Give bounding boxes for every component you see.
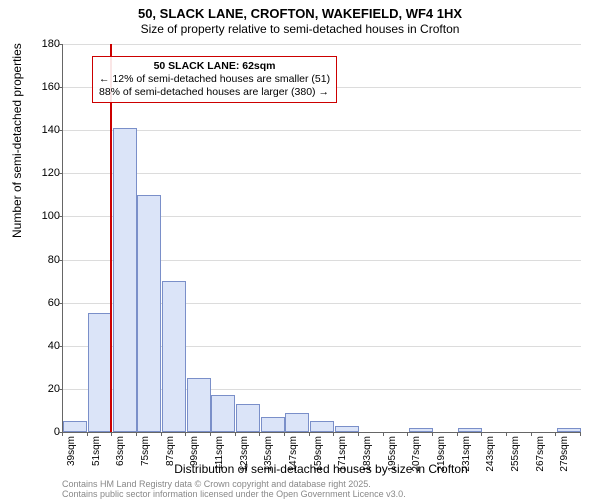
y-tick-mark [58,346,62,347]
x-tick-mark [432,432,433,436]
footer-text: Contains HM Land Registry data © Crown c… [62,480,406,500]
gridline [63,44,581,45]
x-tick-mark [111,432,112,436]
x-tick-label: 183sqm [362,436,373,476]
x-tick-label: 75sqm [140,436,151,476]
bar [261,417,285,432]
y-tick-mark [58,260,62,261]
bar [310,421,334,432]
bar [285,413,309,432]
bar [458,428,482,432]
x-tick-label: 51sqm [91,436,102,476]
x-tick-label: 255sqm [510,436,521,476]
bar [187,378,211,432]
bar [63,421,87,432]
bar [557,428,581,432]
x-tick-mark [481,432,482,436]
y-tick-mark [58,389,62,390]
x-tick-mark [383,432,384,436]
x-tick-mark [580,432,581,436]
x-tick-mark [161,432,162,436]
x-tick-label: 111sqm [214,436,225,476]
bar [137,195,161,432]
chart-subtitle: Size of property relative to semi-detach… [0,22,600,36]
bar [113,128,137,432]
x-tick-label: 195sqm [387,436,398,476]
footer-line-2: Contains public sector information licen… [62,490,406,500]
callout-line-1: ← 12% of semi-detached houses are smalle… [99,73,330,86]
y-tick-mark [58,130,62,131]
x-tick-label: 87sqm [165,436,176,476]
y-tick-mark [58,87,62,88]
x-tick-label: 219sqm [436,436,447,476]
callout-title: 50 SLACK LANE: 62sqm [99,60,330,73]
y-tick-label: 20 [24,383,60,395]
y-tick-mark [58,173,62,174]
x-tick-label: 123sqm [239,436,250,476]
x-tick-mark [407,432,408,436]
x-tick-mark [309,432,310,436]
y-axis-label: Number of semi-detached properties [10,43,24,238]
y-tick-label: 80 [24,254,60,266]
bar [236,404,260,432]
bar [409,428,433,432]
x-tick-mark [358,432,359,436]
x-tick-mark [136,432,137,436]
y-tick-mark [58,216,62,217]
x-tick-label: 39sqm [66,436,77,476]
x-tick-label: 99sqm [189,436,200,476]
y-tick-label: 100 [24,210,60,222]
x-tick-label: 231sqm [461,436,472,476]
x-tick-label: 159sqm [313,436,324,476]
x-tick-mark [333,432,334,436]
y-tick-label: 40 [24,340,60,352]
chart-title: 50, SLACK LANE, CROFTON, WAKEFIELD, WF4 … [0,6,600,21]
x-tick-mark [235,432,236,436]
bar [335,426,359,432]
bar [88,313,112,432]
x-tick-mark [87,432,88,436]
callout-box: 50 SLACK LANE: 62sqm← 12% of semi-detach… [92,56,337,103]
chart-container: 50, SLACK LANE, CROFTON, WAKEFIELD, WF4 … [0,0,600,500]
x-tick-label: 243sqm [485,436,496,476]
x-tick-mark [284,432,285,436]
x-tick-mark [457,432,458,436]
y-tick-mark [58,303,62,304]
gridline [63,173,581,174]
y-tick-label: 140 [24,124,60,136]
x-tick-label: 63sqm [115,436,126,476]
x-tick-mark [555,432,556,436]
y-tick-label: 0 [24,426,60,438]
x-tick-mark [62,432,63,436]
x-tick-mark [259,432,260,436]
x-tick-mark [506,432,507,436]
x-tick-mark [185,432,186,436]
x-tick-label: 135sqm [263,436,274,476]
y-tick-label: 180 [24,38,60,50]
y-tick-label: 160 [24,81,60,93]
y-tick-label: 120 [24,167,60,179]
bar [211,395,235,432]
x-tick-label: 279sqm [559,436,570,476]
x-tick-label: 171sqm [337,436,348,476]
y-tick-mark [58,44,62,45]
x-tick-label: 267sqm [535,436,546,476]
y-tick-label: 60 [24,297,60,309]
bar [162,281,186,432]
x-tick-mark [531,432,532,436]
callout-line-2: 88% of semi-detached houses are larger (… [99,86,330,99]
x-tick-label: 207sqm [411,436,422,476]
gridline [63,130,581,131]
x-tick-label: 147sqm [288,436,299,476]
x-tick-mark [210,432,211,436]
